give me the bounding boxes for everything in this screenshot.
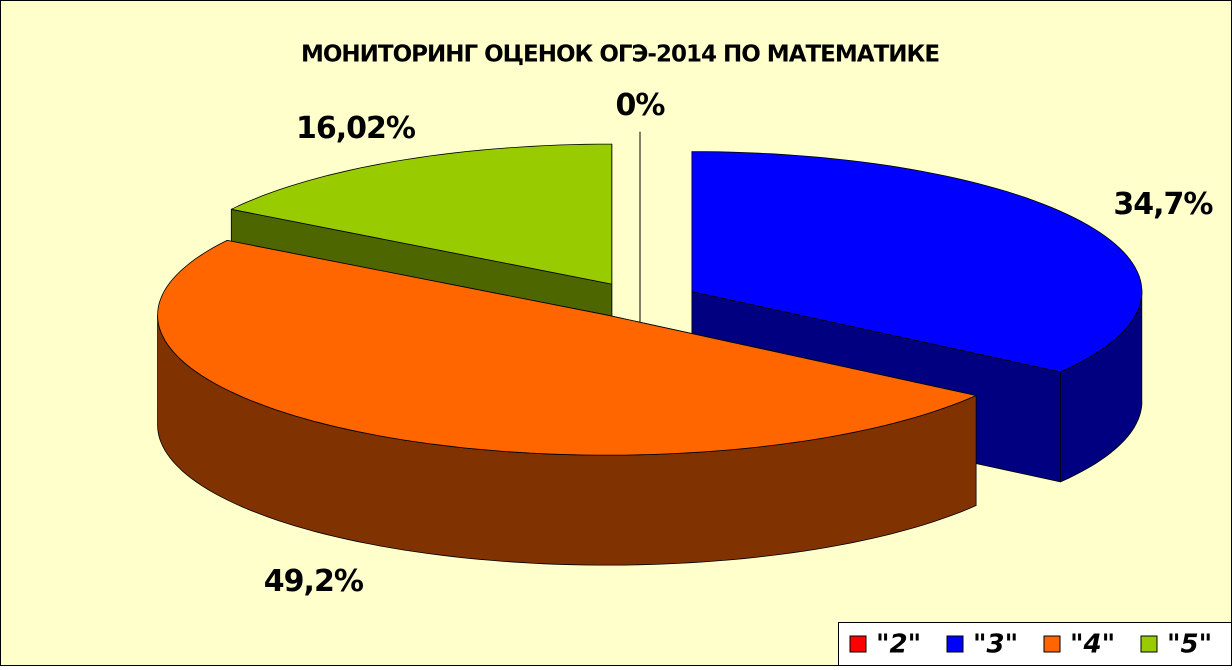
data-label: 49,2% xyxy=(264,564,364,599)
legend-label: "4" xyxy=(1070,630,1115,660)
legend-label: "5" xyxy=(1167,630,1212,660)
legend-swatch xyxy=(946,635,964,653)
data-label: 0% xyxy=(616,88,666,123)
pie-slice xyxy=(157,239,977,566)
slice-top xyxy=(230,143,613,285)
chart-title: МОНИТОРИНГ ОЦЕНОК ОГЭ-2014 ПО МАТЕМАТИКЕ xyxy=(301,42,939,68)
legend-swatch xyxy=(1043,635,1061,653)
legend: "2" "3" "4" "5" xyxy=(838,622,1232,666)
data-label: 34,7% xyxy=(1113,187,1213,222)
data-label: 16,02% xyxy=(296,111,416,146)
slice-top xyxy=(157,239,977,456)
legend-swatch xyxy=(849,635,867,653)
legend-swatch xyxy=(1140,635,1158,653)
legend-label: "3" xyxy=(973,630,1018,660)
slice-top xyxy=(691,151,1143,373)
legend-label: "2" xyxy=(876,630,921,660)
